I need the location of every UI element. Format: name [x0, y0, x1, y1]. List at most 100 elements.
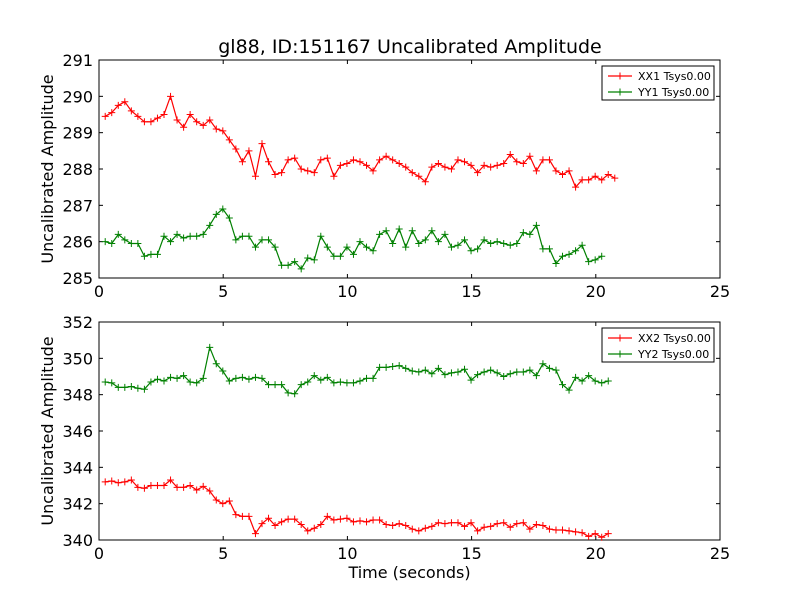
- data-point: [121, 98, 129, 106]
- data-point: [363, 518, 371, 526]
- data-point: [545, 525, 553, 533]
- series-1: [101, 343, 612, 398]
- data-point: [343, 243, 351, 251]
- data-point: [153, 250, 161, 258]
- data-point: [598, 176, 606, 184]
- y-tick-label: 287: [62, 196, 93, 215]
- data-point: [591, 377, 599, 385]
- data-point: [349, 379, 357, 387]
- data-point: [127, 476, 135, 484]
- data-point: [147, 250, 155, 258]
- data-point: [604, 170, 612, 178]
- data-point: [474, 245, 482, 253]
- legend-marker: [616, 72, 624, 80]
- data-point: [461, 365, 469, 373]
- data-point: [206, 116, 214, 124]
- data-point: [402, 364, 410, 372]
- data-point: [212, 125, 220, 133]
- x-tick-label: 25: [710, 544, 730, 563]
- data-point: [127, 239, 135, 247]
- data-point: [186, 482, 194, 489]
- data-point: [480, 236, 488, 244]
- data-point: [206, 487, 214, 495]
- data-point: [212, 360, 220, 368]
- y-tick-label: 340: [62, 531, 93, 550]
- data-point: [493, 161, 501, 169]
- x-tick-label: 5: [218, 544, 228, 563]
- data-point: [206, 343, 214, 351]
- data-point: [389, 156, 397, 164]
- data-point: [428, 227, 436, 235]
- data-point: [395, 520, 403, 528]
- data-point: [408, 367, 416, 375]
- x-axis-label: Time (seconds): [347, 563, 470, 582]
- data-point: [173, 374, 181, 382]
- data-point: [258, 520, 266, 528]
- x-tick-label: 10: [337, 282, 357, 301]
- data-point: [225, 136, 233, 144]
- data-point: [297, 521, 305, 529]
- data-point: [552, 526, 560, 534]
- data-point: [572, 247, 580, 255]
- data-point: [415, 527, 423, 535]
- data-point: [428, 370, 436, 378]
- y-tick-label: 291: [62, 51, 93, 70]
- data-point: [317, 376, 325, 384]
- data-point: [447, 519, 455, 527]
- data-point: [310, 372, 318, 380]
- data-point: [206, 221, 214, 229]
- data-point: [493, 520, 501, 528]
- legend-box: [601, 65, 715, 101]
- legend-label: YY2 Tsys0.00: [637, 348, 709, 361]
- data-point: [454, 156, 462, 164]
- data-point: [199, 121, 207, 129]
- legend-marker: [616, 88, 624, 96]
- data-point: [559, 381, 567, 389]
- data-point: [421, 236, 429, 244]
- data-point: [225, 497, 233, 505]
- data-point: [121, 236, 129, 244]
- data-point: [421, 524, 429, 532]
- y-tick-label: 285: [62, 269, 93, 288]
- legend-box: [601, 327, 715, 363]
- data-point: [454, 519, 462, 527]
- data-point: [245, 232, 253, 240]
- data-point: [153, 482, 161, 489]
- data-point: [389, 239, 397, 247]
- data-point: [461, 158, 469, 166]
- data-point: [434, 364, 442, 372]
- data-point: [147, 482, 155, 489]
- y-tick-label: 346: [62, 422, 93, 441]
- data-point: [539, 521, 547, 529]
- data-point: [578, 377, 586, 385]
- data-point: [513, 239, 521, 247]
- data-point: [349, 156, 357, 164]
- data-point: [363, 161, 371, 169]
- data-point: [310, 256, 318, 264]
- data-point: [395, 160, 403, 168]
- data-point: [114, 230, 122, 238]
- data-point: [474, 527, 482, 535]
- data-point: [598, 533, 606, 541]
- data-point: [343, 514, 351, 522]
- series-1: [101, 205, 606, 273]
- data-point: [121, 478, 129, 486]
- data-point: [572, 528, 580, 536]
- data-point: [559, 252, 567, 260]
- data-point: [513, 520, 521, 528]
- data-point: [278, 261, 286, 269]
- data-point: [565, 250, 573, 258]
- data-point: [127, 382, 135, 390]
- data-point: [513, 158, 521, 166]
- data-point: [480, 368, 488, 376]
- data-point: [336, 161, 344, 169]
- data-point: [461, 236, 469, 244]
- data-point: [310, 169, 318, 177]
- data-point: [408, 169, 416, 177]
- data-point: [532, 521, 540, 529]
- data-point: [284, 261, 292, 269]
- data-point: [121, 383, 129, 391]
- data-point: [219, 367, 227, 375]
- data-point: [545, 156, 553, 164]
- y-tick-label: 348: [62, 386, 93, 405]
